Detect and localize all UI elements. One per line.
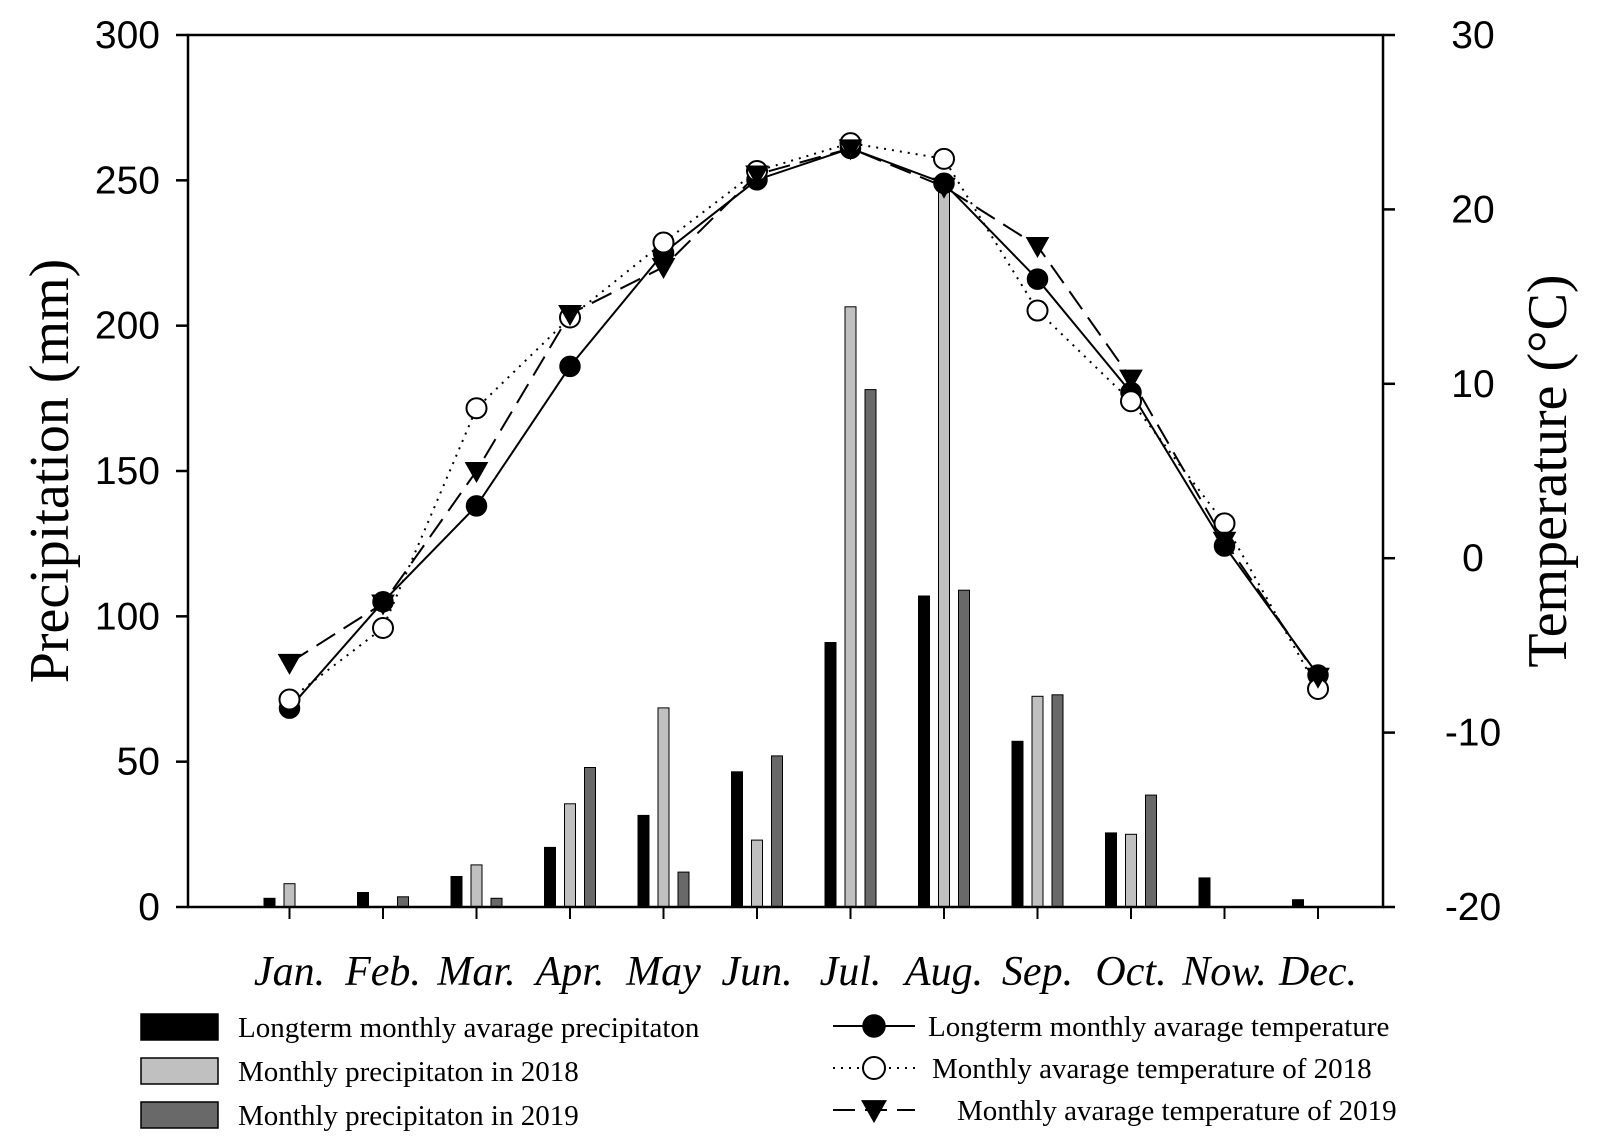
x-tick-label: Sep.: [1002, 949, 1073, 995]
x-tick-label: Dec.: [1278, 949, 1357, 995]
line-marker: [652, 231, 675, 254]
bar: [450, 876, 463, 908]
bar: [397, 896, 409, 908]
y-right-tick-label: 0: [1462, 537, 1484, 580]
legend-marker: [862, 1056, 886, 1080]
line-marker: [1026, 299, 1049, 322]
legend-label: Monthly avarage temperature of 2018: [932, 1053, 1372, 1085]
bar: [1198, 877, 1211, 908]
line-marker: [1120, 390, 1142, 413]
x-tick-label: May: [625, 949, 701, 995]
legend-marker: [861, 1100, 887, 1124]
y-left-tick-label: 0: [138, 886, 160, 929]
y-left-tick-label: 300: [95, 14, 160, 57]
line-marker: [1306, 667, 1330, 689]
bar: [1011, 740, 1024, 908]
bar: [584, 767, 596, 908]
y-axis-left-title: Precipitation (mm): [19, 259, 81, 684]
bar: [731, 771, 743, 908]
legend-label: Monthly precipitaton in 2019: [238, 1100, 579, 1132]
line-marker: [838, 139, 863, 161]
x-tick-label: Mar.: [436, 949, 515, 995]
line-marker: [371, 594, 395, 616]
x-tick-label: Feb.: [344, 949, 421, 995]
bar: [864, 389, 877, 908]
y-right-tick-label: 20: [1451, 188, 1494, 231]
line-marker: [1025, 237, 1050, 259]
bar: [490, 897, 503, 908]
bar: [283, 883, 296, 908]
bar: [357, 892, 369, 908]
temperature-line: [288, 142, 1319, 701]
bar: [564, 803, 576, 908]
line-marker: [1213, 512, 1236, 535]
bar: [958, 589, 970, 908]
bar: [918, 595, 930, 908]
bar: [544, 846, 556, 908]
legend-label: Longterm monthly avarage precipitaton: [238, 1012, 700, 1044]
bar: [771, 755, 783, 908]
y-left-tick-label: 50: [117, 741, 160, 784]
line-marker: [465, 397, 488, 420]
legend-label: Monthly precipitaton in 2018: [238, 1056, 579, 1088]
legend-swatch: [140, 1101, 219, 1129]
bar: [824, 642, 837, 908]
bar: [637, 814, 650, 908]
y-right-tick-label: -10: [1445, 712, 1501, 755]
temperature-line: [288, 147, 1319, 709]
line-marker: [372, 616, 394, 639]
x-tick-label: Oct.: [1095, 949, 1166, 995]
legend: Longterm monthly avarage precipitaton Mon…: [140, 1011, 1397, 1132]
y-axis-right-title: Temperature (°C): [1517, 274, 1579, 667]
line-marker: [651, 257, 676, 279]
bar: [1031, 695, 1044, 908]
bar: [1125, 833, 1137, 908]
x-tick-label: Jan.: [254, 949, 325, 995]
bar: [938, 179, 950, 908]
line-marker: [558, 305, 582, 327]
line-marker: [932, 177, 956, 199]
line-marker: [278, 688, 301, 711]
x-tick-label: Aug.: [902, 949, 983, 995]
line-marker: [933, 147, 955, 170]
bar: [1105, 832, 1117, 908]
legend-label: Longterm monthly avarage temperature: [928, 1011, 1389, 1043]
line-marker: [277, 653, 302, 675]
legend-marker: [862, 1014, 886, 1038]
bar: [677, 871, 690, 908]
line-marker: [465, 495, 488, 517]
bar: [1145, 794, 1157, 908]
line-marker: [559, 355, 581, 378]
bar: [657, 707, 670, 908]
line-marker: [1212, 531, 1237, 553]
bar: [263, 897, 276, 908]
x-tick-label: Jun.: [721, 949, 792, 995]
legend-swatch: [140, 1057, 219, 1085]
bar-layer: [263, 179, 1304, 908]
bar: [1051, 694, 1064, 908]
legend-label: Monthly avarage temperature of 2019: [957, 1095, 1397, 1127]
y-right-tick-label: 30: [1451, 14, 1494, 57]
x-tick-label: Jul.: [820, 949, 882, 995]
bar: [470, 864, 483, 908]
y-left-tick-label: 100: [95, 595, 160, 638]
x-tick-label: Apr.: [533, 949, 605, 995]
y-left-tick-label: 200: [95, 305, 160, 348]
line-marker: [1119, 369, 1143, 391]
line-marker: [464, 462, 489, 484]
y-left-tick-label: 150: [95, 450, 160, 493]
line-layer: [277, 132, 1330, 719]
legend-swatch: [140, 1013, 219, 1041]
bar: [844, 306, 857, 908]
temperature-line: [288, 147, 1319, 678]
axes-layer: 0 50 100 150 200 250 300 -20 -10 0 10 20 30 Jan. Feb. M…: [95, 14, 1501, 995]
y-left-tick-label: 250: [95, 159, 160, 202]
y-right-tick-label: -20: [1445, 886, 1501, 929]
line-marker: [1026, 268, 1049, 290]
x-tick-label: Now.: [1181, 949, 1266, 995]
bar: [751, 839, 763, 908]
line-marker: [745, 165, 769, 187]
y-right-tick-label: 10: [1451, 363, 1494, 406]
